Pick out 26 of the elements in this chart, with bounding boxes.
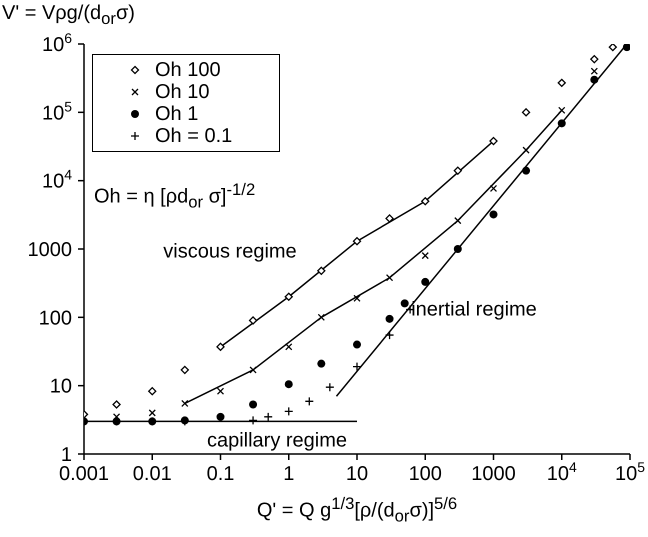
- x-tick-label: 0.01: [132, 463, 172, 485]
- x-tick-label: 0.1: [206, 463, 234, 485]
- annotation: Oh = η [ρd$_{or}$ σ]$^{-1/2}$: [94, 180, 256, 213]
- y-tick-label: 1000: [28, 239, 72, 261]
- x-tick-label: 100: [408, 463, 442, 485]
- legend-label: Oh 1: [155, 103, 198, 125]
- legend-label: Oh 10: [155, 81, 210, 103]
- y-tick-label: 10: [50, 376, 72, 398]
- x-tick-label: 10$^{5}$: [614, 459, 646, 485]
- annotation: inertial regime: [411, 298, 537, 322]
- legend-label: Oh 100: [155, 59, 221, 81]
- y-tick-label: 1: [60, 444, 72, 466]
- y-tick-label: 100: [38, 307, 72, 330]
- annotation: capillary regime: [206, 430, 348, 452]
- x-tick-label: 0.001: [58, 463, 110, 485]
- legend-label: Oh = 0.1: [155, 125, 232, 147]
- x-tick-label: 10$^{4}$: [546, 459, 577, 485]
- y-tick-label: 10$^{5}$: [42, 98, 72, 124]
- x-tick-label: 10: [346, 463, 368, 485]
- x-tick-label: 1000: [471, 463, 516, 485]
- annotation: viscous regime: [163, 240, 297, 264]
- y-tick-label: 10$^{6}$: [42, 30, 72, 56]
- y-axis-title: V' = Vρg/(d$_{or}$σ): [2, 2, 135, 29]
- x-axis-title: Q' = Q g$^{1/3}$[ρ/(d$_{or}$σ)]$^{5/6}$: [256, 494, 458, 527]
- y-tick-label: 10$^{4}$: [42, 166, 72, 193]
- x-tick-label: 1: [283, 463, 294, 485]
